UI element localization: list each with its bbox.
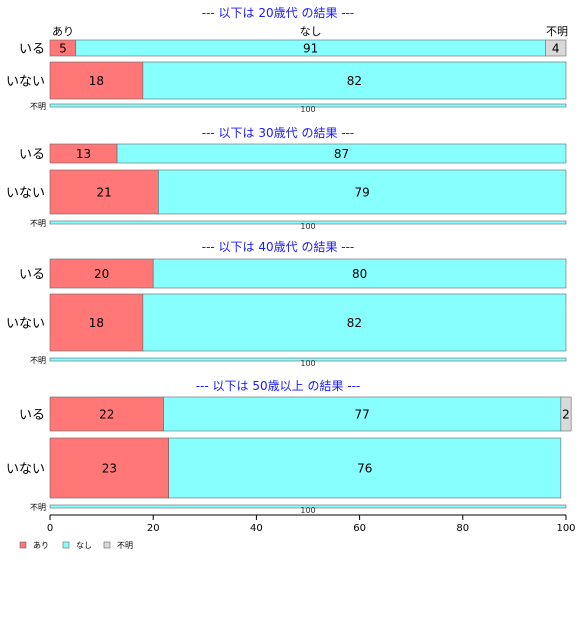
- bar-value-label: 4: [552, 42, 560, 56]
- bar-segment-nashi: [49, 103, 567, 108]
- x-tick-label: 20: [147, 523, 160, 534]
- x-tick-label: 40: [250, 523, 263, 534]
- x-tick-label: 80: [456, 523, 469, 534]
- row-label: いない: [6, 75, 45, 90]
- bar-segment-nashi: [116, 143, 567, 164]
- bar-value-label: 20: [94, 267, 109, 281]
- x-tick-label: 60: [353, 523, 366, 534]
- top-label-fumei: 不明: [546, 25, 568, 38]
- bar-segment-nashi: [168, 437, 562, 499]
- x-tick-label: 0: [47, 523, 53, 534]
- bar-segment-nashi: [49, 220, 567, 225]
- panel-title: --- 以下は 20歳代 の結果 ---: [202, 6, 355, 20]
- row-label: 不明: [30, 102, 46, 111]
- bar-value-label: 80: [352, 267, 367, 281]
- row-label: いる: [19, 408, 45, 423]
- bar-value-label: 18: [89, 74, 104, 88]
- row-label: 不明: [30, 219, 46, 228]
- bar-value-label: 82: [347, 316, 362, 330]
- bar-value-label: 23: [102, 462, 117, 476]
- legend-label: 不明: [117, 541, 133, 550]
- bar-value-label: 77: [355, 408, 370, 422]
- panel-title: --- 以下は 30歳代 の結果 ---: [202, 126, 355, 140]
- row-label: いる: [19, 148, 45, 163]
- panel-title: --- 以下は 50歳以上 の結果 ---: [196, 379, 361, 393]
- bar-value-label: 91: [303, 42, 318, 56]
- row-label: いない: [6, 317, 45, 332]
- bar-value-label: 76: [357, 462, 372, 476]
- bar-value-label: 100: [300, 359, 315, 368]
- bar-value-label: 100: [300, 105, 315, 114]
- legend-swatch-ari: [19, 541, 27, 549]
- top-label-nashi: なし: [300, 25, 322, 38]
- bar-segment-nashi: [49, 357, 567, 362]
- bar-segment-nashi: [49, 504, 567, 509]
- bar-value-label: 21: [97, 186, 112, 200]
- row-label: いる: [19, 268, 45, 283]
- bar-segment-fumei: [560, 396, 572, 432]
- bar-value-label: 100: [300, 506, 315, 515]
- bar-segment-ari: [49, 437, 169, 499]
- row-label: いない: [6, 186, 45, 201]
- bar-segment-nashi: [142, 293, 567, 352]
- bar-segment-ari: [49, 293, 144, 352]
- row-label: 不明: [30, 356, 46, 365]
- bar-segment-nashi: [142, 61, 567, 100]
- bar-segment-nashi: [152, 258, 567, 289]
- bar-value-label: 18: [89, 316, 104, 330]
- legend-label: あり: [33, 541, 49, 550]
- bar-segment-nashi: [158, 169, 567, 215]
- bar-segment-fumei: [545, 39, 567, 57]
- bar-value-label: 5: [59, 42, 67, 56]
- bar-value-label: 87: [334, 147, 349, 161]
- bar-value-label: 100: [300, 222, 315, 231]
- row-label: いない: [6, 462, 45, 477]
- top-label-ari: あり: [52, 25, 74, 38]
- bar-segment-nashi: [163, 396, 562, 432]
- bar-value-label: 2: [562, 408, 570, 422]
- legend-swatch-fumei: [103, 541, 111, 549]
- legend-swatch-nashi: [62, 541, 70, 549]
- panel-title: --- 以下は 40歳代 の結果 ---: [202, 240, 355, 254]
- bar-value-label: 79: [355, 186, 370, 200]
- x-tick-label: 100: [556, 523, 575, 534]
- legend-label: なし: [76, 541, 92, 550]
- bar-segment-ari: [49, 396, 164, 432]
- bar-value-label: 13: [76, 147, 91, 161]
- bar-segment-ari: [49, 258, 154, 289]
- row-label: 不明: [30, 503, 46, 512]
- bar-value-label: 22: [99, 408, 114, 422]
- row-label: いる: [19, 42, 45, 57]
- bar-value-label: 82: [347, 74, 362, 88]
